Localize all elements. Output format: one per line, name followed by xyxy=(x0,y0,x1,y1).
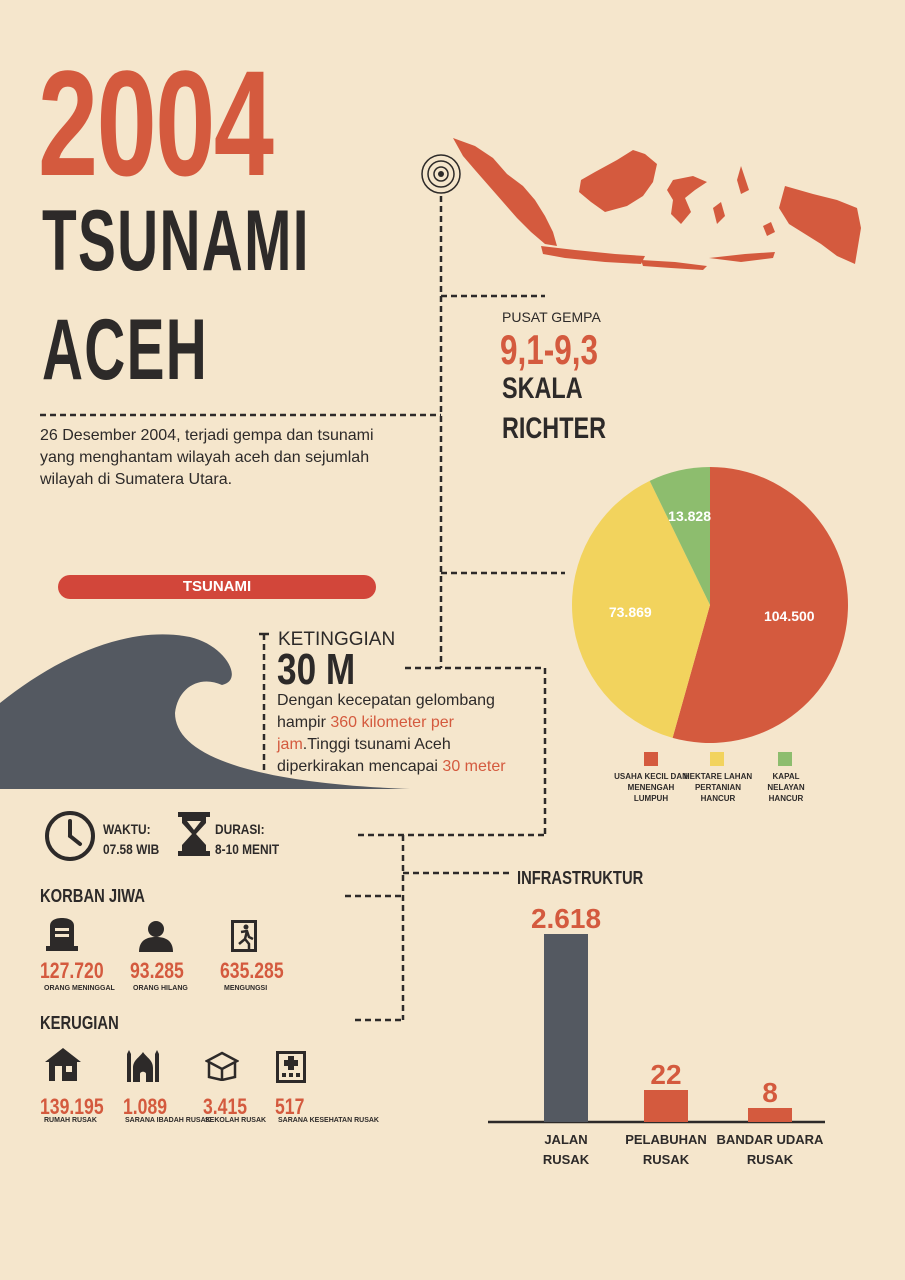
bar-pelabuhan xyxy=(644,1090,688,1122)
pie-slice-lahan xyxy=(572,480,710,738)
korban-label-mengungsi: MENGUNGSI xyxy=(224,985,268,992)
bar-bandar-udara xyxy=(748,1108,792,1122)
quake-value: 9,1-9,3 xyxy=(500,326,599,373)
pie-slice-usaha xyxy=(672,467,848,743)
height-marker-icon xyxy=(259,632,269,772)
gravestone-icon xyxy=(46,918,78,951)
pie-slice-kapal xyxy=(649,467,710,605)
height-value: 30 M xyxy=(277,645,356,694)
korban-value-hilang: 93.285 xyxy=(130,958,184,983)
bar-category-bandar-udara: BANDAR UDARA xyxy=(717,1132,824,1147)
kerugian-label-kesehatan: SARANA KESEHATAN RUSAK xyxy=(278,1117,379,1124)
wave-icon xyxy=(0,634,410,789)
bar-chart: 2.618 JALAN RUSAK 22 PELABUHAN RUSAK 8 BANDAR U… xyxy=(488,903,825,1167)
legend-swatch-kapal xyxy=(778,752,792,766)
pie-chart: 104.500 73.869 13.828 xyxy=(572,467,848,743)
bar-chart-title: INFRASTRUKTUR xyxy=(517,868,644,888)
bar-category-jalan-line2: RUSAK xyxy=(543,1152,590,1167)
durasi-value: 8-10 MENIT xyxy=(215,841,280,857)
kerugian-value-kesehatan: 517 xyxy=(275,1094,305,1119)
bar-value-bandar-udara: 8 xyxy=(762,1077,778,1108)
indonesia-map xyxy=(453,138,861,270)
height-label: KETINGGIAN xyxy=(278,629,396,650)
kerugian-label-ibadah: SARANA IBADAH RUSAK xyxy=(125,1117,211,1124)
waktu-value: 07.58 WIB xyxy=(103,841,160,857)
clock-icon xyxy=(45,811,95,861)
korban-label-meninggal: ORANG MENINGGAL xyxy=(44,985,115,992)
pie-legend: USAHA KECIL DAN MENENGAH LUMPUH HEKTARE … xyxy=(600,752,840,803)
kerugian-title: KERUGIAN xyxy=(40,1013,119,1033)
quake-unit-line1: SKALA xyxy=(502,372,583,405)
waktu-label: WAKTU: xyxy=(103,821,151,837)
desc-part-2: .Tinggi tsunami Aceh diperkirakan mencap… xyxy=(277,736,451,775)
korban-label-hilang: ORANG HILANG xyxy=(133,985,188,992)
kerugian-value-rumah: 139.195 xyxy=(40,1094,104,1119)
kerugian-label-rumah: RUMAH RUSAK xyxy=(44,1117,97,1124)
pie-label-lahan: 73.869 xyxy=(609,604,652,620)
mosque-icon xyxy=(127,1050,159,1082)
bar-category-bandar-udara-line2: RUSAK xyxy=(747,1152,794,1167)
title-year: 2004 xyxy=(38,39,274,207)
kerugian-label-sekolah: SEKOLAH RUSAK xyxy=(205,1117,267,1124)
bar-value-jalan: 2.618 xyxy=(531,903,601,934)
durasi-label: DURASI: xyxy=(215,821,265,837)
quake-label: PUSAT GEMPA xyxy=(502,309,601,325)
legend-label-kapal: KAPAL NELAYAN HANCUR xyxy=(767,772,805,803)
bar-category-pelabuhan-line2: RUSAK xyxy=(643,1152,690,1167)
kerugian-value-ibadah: 1.089 xyxy=(123,1094,168,1119)
hourglass-icon xyxy=(178,812,210,856)
legend-label-usaha: USAHA KECIL DAN MENENGAH LUMPUH xyxy=(614,772,688,803)
pie-label-kapal: 13.828 xyxy=(668,508,711,524)
epicenter-icon xyxy=(421,154,461,194)
korban-title: KORBAN JIWA xyxy=(40,886,145,906)
desc-speed: 360 kilometer per jam xyxy=(277,714,454,753)
bar-category-pelabuhan: PELABUHAN xyxy=(625,1132,707,1147)
person-icon xyxy=(139,921,173,952)
title-line-2: ACEH xyxy=(42,302,209,398)
bar-jalan xyxy=(544,934,588,1122)
pie-label-usaha: 104.500 xyxy=(764,608,815,624)
height-description: Dengan kecepatan gelombang hampir 360 ki… xyxy=(277,690,527,778)
korban-value-meninggal: 127.720 xyxy=(40,958,104,983)
intro-text: 26 Desember 2004, terjadi gempa dan tsun… xyxy=(40,427,374,488)
desc-part-1: Dengan kecepatan gelombang hampir xyxy=(277,692,495,731)
legend-label-lahan: HEKTARE LAHAN PERTANIAN HANCUR xyxy=(683,772,753,803)
legend-swatch-lahan xyxy=(710,752,724,766)
hospital-icon xyxy=(276,1051,306,1083)
exit-icon xyxy=(231,920,257,952)
house-icon xyxy=(45,1048,81,1081)
title-line-1: TSUNAMI xyxy=(42,193,310,289)
desc-height: 30 meter xyxy=(442,758,506,775)
tsunami-pill: TSUNAMI xyxy=(58,575,376,599)
legend-swatch-usaha xyxy=(644,752,658,766)
book-icon xyxy=(205,1051,239,1081)
quake-unit-line2: RICHTER xyxy=(502,412,607,445)
kerugian-value-sekolah: 3.415 xyxy=(203,1094,248,1119)
bar-category-jalan: JALAN xyxy=(544,1132,587,1147)
korban-value-mengungsi: 635.285 xyxy=(220,958,284,983)
bar-value-pelabuhan: 22 xyxy=(650,1059,681,1090)
